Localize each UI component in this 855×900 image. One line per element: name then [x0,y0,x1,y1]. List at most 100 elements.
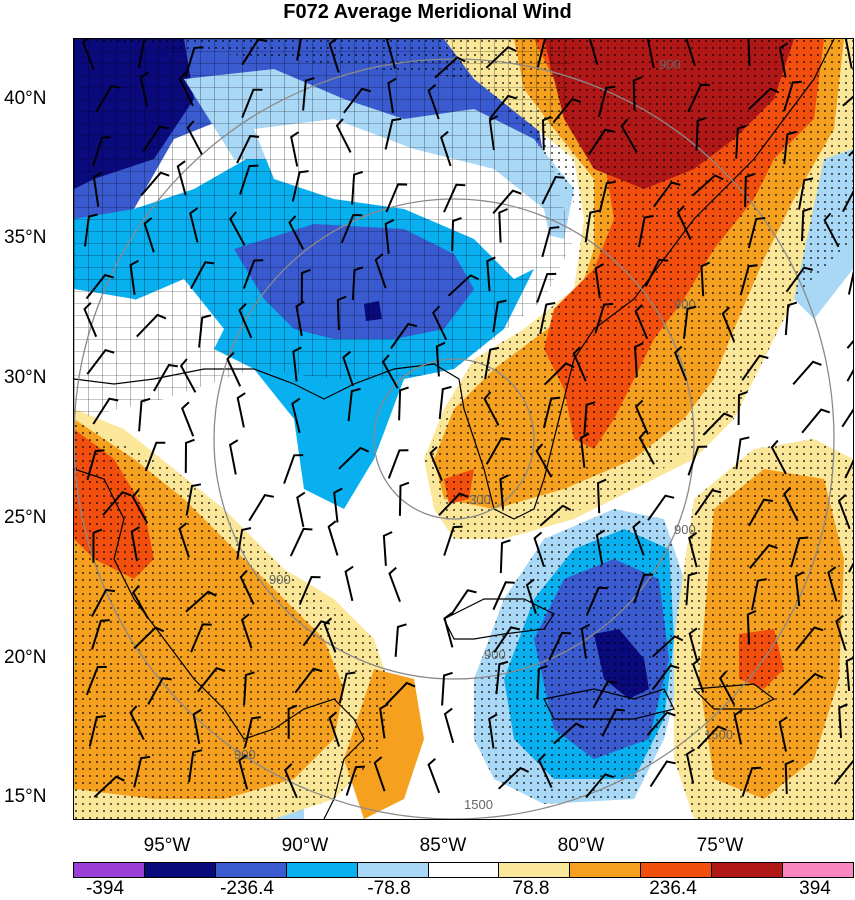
wind-barb [687,445,708,476]
wind-barb [539,302,556,335]
wind-barb [176,160,187,196]
wind-barb [695,116,707,151]
wind-barb [387,77,397,113]
wind-barb [844,459,853,479]
wind-barb [296,491,306,528]
wind-barb [335,118,352,153]
wind-barb [685,748,696,784]
wind-barb [492,581,515,611]
wind-barb [683,305,697,339]
wind-barb [192,708,202,745]
wind-barb [744,173,755,208]
wind-barb [492,189,522,214]
wind-barb [333,487,343,523]
wind-barb [694,489,722,516]
wind-barb [649,760,676,788]
colorbar-label: 78.8 [512,878,550,899]
wind-barb [685,571,698,606]
wind-barb [580,623,591,659]
wind-barb [579,432,590,468]
wind-barb [327,520,339,556]
colorbar-label: -394 [85,878,125,899]
wind-barb [770,439,787,475]
colorbar-label: 394 [799,878,831,899]
wind-barb [483,391,500,426]
wind-barb [83,302,98,338]
wind-barb [440,130,452,167]
wind-barb [537,753,553,789]
wind-barb [541,226,560,258]
wind-barb [592,680,617,709]
wind-barb [499,474,510,510]
wind-barb [644,258,669,288]
wind-barb [86,449,105,481]
wind-barb [798,177,814,210]
wind-barb [294,667,323,694]
wind-barb [188,749,203,783]
map-title: F072 Average Meridional Wind [283,1,572,23]
wind-barb [735,124,747,159]
wind-barb [652,181,681,208]
wind-barb [801,408,831,434]
wind-barb [484,346,500,380]
wind-barb [751,578,767,611]
wind-barb [338,446,370,470]
colorbar-swatch [712,863,784,877]
wind-barb [328,39,340,73]
wind-barb [388,566,401,603]
wind-barb [102,491,132,516]
wind-barb [185,590,217,613]
wind-barb [783,80,802,112]
wind-barb [833,759,853,785]
contour-label: 900 [674,297,696,312]
wind-barb [85,666,107,696]
wind-barb [226,351,242,387]
wind-barb [585,586,608,616]
wind-barb [92,171,103,207]
wind-barb [374,253,387,289]
wind-barb [596,478,607,514]
wind-barb [302,77,315,111]
wind-barb [137,39,147,69]
wind-barb [92,528,103,563]
wind-barb [548,631,572,661]
wind-barb [443,612,454,648]
wind-barb [595,529,606,565]
wind-barb [647,494,675,521]
wind-barb [541,115,552,151]
wind-barb [129,705,145,741]
wind-barb [801,207,813,242]
wind-barb [741,354,769,381]
wind-barb [387,449,409,479]
wind-barb [385,681,416,706]
wind-barb [718,670,736,706]
wind-barb [552,98,582,124]
wind-barb [823,212,840,248]
wind-barb [638,214,654,248]
colorbar-swatch [570,863,642,877]
wind-barb [441,671,453,706]
wind-barb [342,350,354,387]
wind-barb [300,268,311,304]
wind-barb [451,217,462,252]
contour-label: 900 [234,747,256,762]
wind-barb [92,136,111,167]
wind-barb [633,573,654,604]
wind-barb [733,709,743,745]
colorbar-swatch [215,863,287,877]
wind-barb [585,773,615,799]
wind-barb [735,436,750,470]
wind-barb [394,623,407,657]
wind-barb [189,207,199,243]
wind-barb [488,115,499,151]
wind-barb [685,39,696,66]
wind-barb [323,617,337,653]
contour-label: 300 [469,492,491,507]
wind-barb [184,438,195,473]
wind-barb [842,95,853,107]
wind-barb [427,83,440,120]
wind-barb [291,170,309,202]
wind-barb [147,677,172,705]
wind-barb [129,259,139,295]
wind-barb [131,489,149,524]
